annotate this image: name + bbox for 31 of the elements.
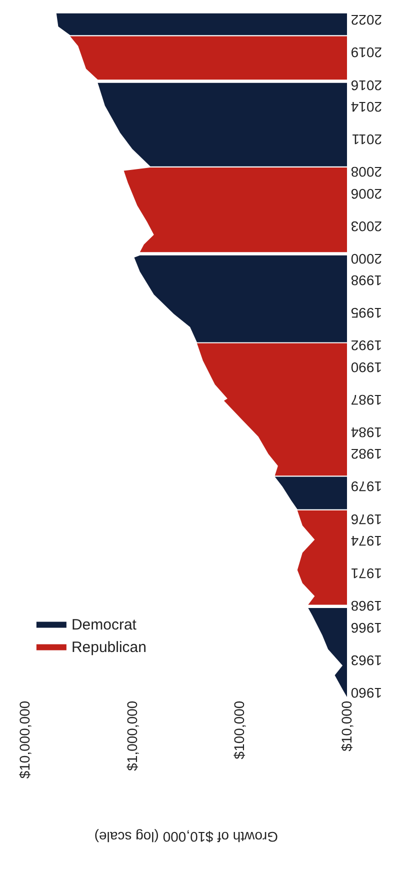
x-tick-label: $1,000,000 [124, 700, 140, 771]
y-tick-label: 2016 [350, 77, 382, 94]
y-tick-label: 1992 [350, 338, 382, 354]
y-tick-label: 2008 [350, 164, 382, 180]
y-tick-label: 2003 [350, 218, 382, 234]
x-tick-label: $10,000 [338, 700, 355, 752]
y-tick-label: 2011 [352, 132, 382, 148]
y-tick-label: 1987 [350, 392, 382, 408]
y-tick-label: 2000 [350, 250, 382, 267]
y-tick-label: 1982 [350, 446, 382, 462]
y-tick-label: 1966 [350, 620, 382, 636]
y-tick-label: 2014 [350, 98, 382, 115]
x-tick-label: $100,000 [231, 700, 248, 760]
y-tick-label: 2022 [350, 12, 382, 28]
y-tick-label: 1960 [350, 684, 382, 701]
y-tick-label: 1963 [350, 652, 382, 668]
y-tick-label: 2006 [350, 186, 382, 202]
y-tick-label: 1968 [350, 598, 382, 614]
y-tick-label: 1979 [350, 478, 382, 495]
y-tick-label: 2019 [350, 44, 382, 61]
legend-label: Republican [71, 639, 147, 656]
y-tick-label: 1974 [350, 532, 382, 549]
y-tick-label: 1995 [350, 305, 382, 322]
y-tick-label: 1976 [350, 511, 382, 528]
legend-label: Democrat [71, 616, 138, 634]
x-tick-label: $10,000,000 [16, 700, 33, 779]
y-tick-label: 1990 [350, 359, 382, 376]
x-axis-title: Growth of $10,000 (log scale) [94, 829, 278, 845]
y-tick-label: 1998 [350, 272, 382, 289]
y-tick-label: 1971 [350, 566, 382, 582]
y-tick-label: 1984 [350, 424, 382, 440]
